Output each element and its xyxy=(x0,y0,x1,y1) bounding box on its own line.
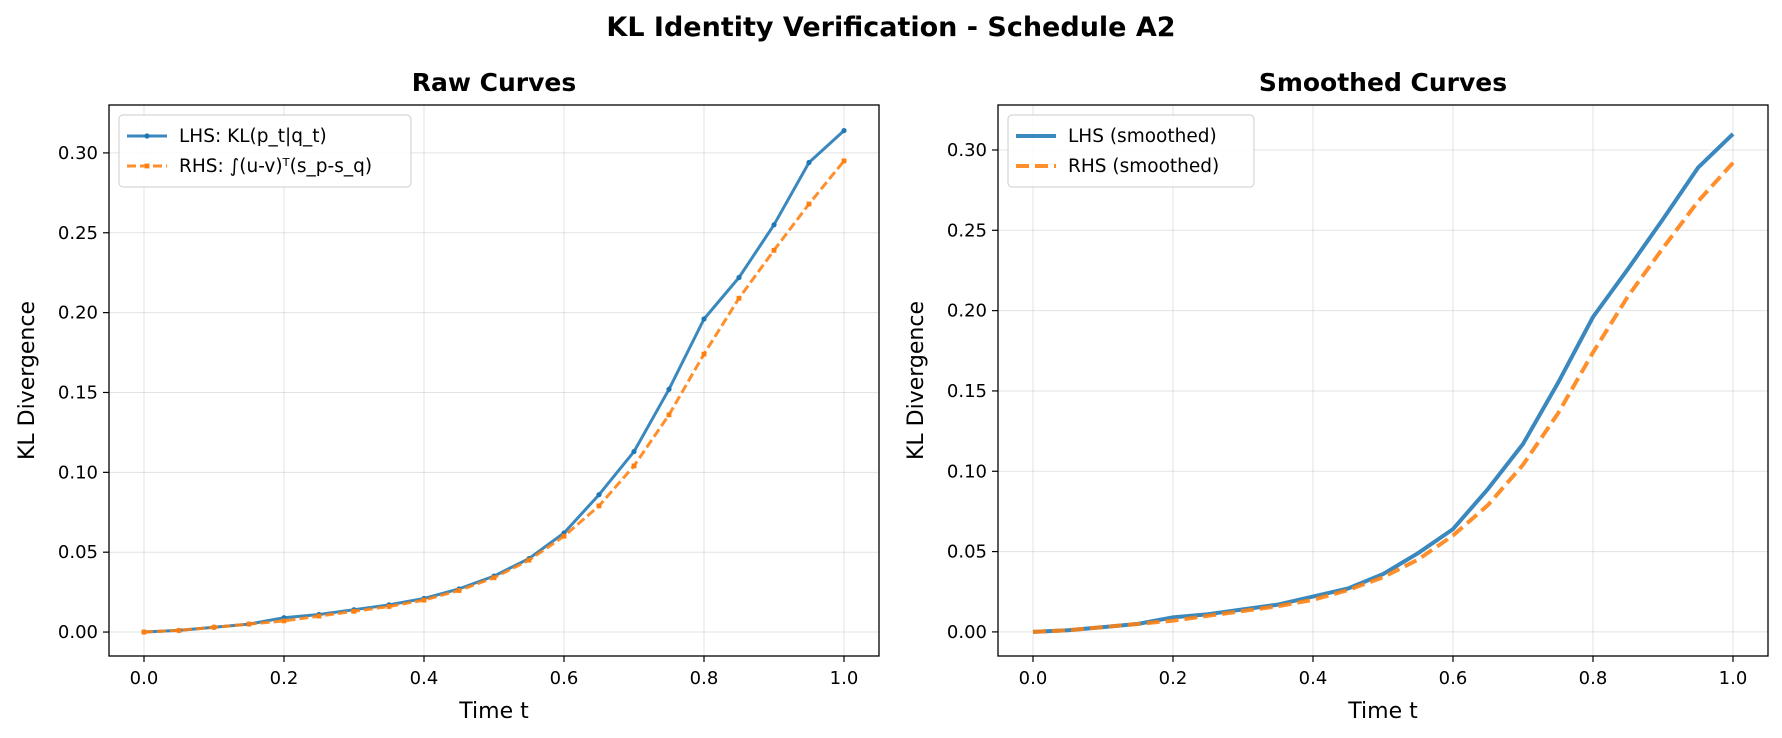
raw-y-tick-label-6: 0.30 xyxy=(58,143,98,164)
raw-series-1-point-20 xyxy=(841,158,847,164)
raw-series-1-point-17 xyxy=(736,295,742,301)
smoothed-y-tick-label-5: 0.25 xyxy=(947,220,987,241)
smoothed-legend-label-0: LHS (smoothed) xyxy=(1068,126,1217,147)
raw-series-1-point-14 xyxy=(631,463,637,469)
smoothed-panel-title: Smoothed Curves xyxy=(1259,68,1507,97)
raw-series-1-point-5 xyxy=(316,613,322,619)
raw-series-0-point-17 xyxy=(736,274,742,281)
raw-x-tick-label-2: 0.4 xyxy=(410,668,439,689)
raw-x-tick-label-4: 0.8 xyxy=(690,668,719,689)
raw-series-0-point-15 xyxy=(666,386,672,392)
raw-y-tick-label-2: 0.10 xyxy=(58,462,98,483)
smoothed-legend-label-1: RHS (smoothed) xyxy=(1068,156,1219,177)
raw-y-tick-label-0: 0.00 xyxy=(58,622,98,643)
raw-series-1-point-3 xyxy=(246,621,252,627)
raw-series-1-point-0 xyxy=(141,629,147,635)
raw-series-1-point-6 xyxy=(351,608,357,614)
raw-plot-area xyxy=(109,105,879,656)
raw-series-1-point-1 xyxy=(176,628,182,633)
smoothed-plot-area xyxy=(998,105,1768,656)
figure-title: KL Identity Verification - Schedule A2 xyxy=(606,12,1175,43)
raw-series-0-point-19 xyxy=(806,159,812,166)
raw-series-1-point-13 xyxy=(596,503,602,509)
raw-series-1-point-15 xyxy=(666,412,672,418)
smoothed-x-axis-label: Time t xyxy=(1347,699,1418,724)
raw-y-tick-label-5: 0.25 xyxy=(58,223,98,244)
raw-curves-panel: 0.0 0.2 0.4 0.6 0.8 1.0 0.00 0.05 0.10 0.15 0.20 0.… xyxy=(15,68,880,724)
raw-series-1-point-12 xyxy=(561,533,567,539)
smoothed-curves-panel: 0.0 0.2 0.4 0.6 0.8 1.0 0.00 0.05 0.10 0.15 0.20 0.… xyxy=(904,68,1769,724)
smoothed-x-tick-label-1: 0.2 xyxy=(1159,668,1188,689)
smoothed-axes-frame xyxy=(997,104,1769,657)
smoothed-y-tick-label-0: 0.00 xyxy=(947,622,987,643)
raw-x-tick-label-1: 0.2 xyxy=(270,668,299,689)
raw-series-1-point-4 xyxy=(281,618,287,624)
raw-axes-frame xyxy=(108,104,880,657)
smoothed-x-tick-label-0: 0.0 xyxy=(1019,668,1048,689)
raw-series-1-point-19 xyxy=(806,201,812,207)
raw-legend-label-0: LHS: KL(p_t|q_t) xyxy=(179,126,327,147)
raw-legend-marker-1 xyxy=(144,163,150,169)
raw-x-axis-label: Time t xyxy=(458,699,529,724)
raw-panel-title: Raw Curves xyxy=(412,68,577,97)
raw-series-1-point-7 xyxy=(386,604,392,609)
raw-series-0-point-14 xyxy=(631,448,637,455)
raw-x-tick-label-5: 1.0 xyxy=(830,668,859,689)
smoothed-legend xyxy=(1007,114,1255,188)
smoothed-y-tick-label-6: 0.30 xyxy=(947,140,987,161)
smoothed-series-1-line xyxy=(1032,161,1735,634)
raw-series-0-point-16 xyxy=(701,316,707,322)
smoothed-y-tick-label-1: 0.05 xyxy=(947,542,987,563)
raw-series-0-point-20 xyxy=(841,127,847,134)
smoothed-y-tick-label-4: 0.20 xyxy=(947,301,987,322)
raw-legend-label-1: RHS: ∫(u-v)ᵀ(s_p-s_q) xyxy=(179,156,372,177)
smoothed-y-tick-label-2: 0.10 xyxy=(947,461,987,482)
raw-legend xyxy=(118,114,412,188)
raw-series-1-point-10 xyxy=(491,575,497,581)
raw-series-0-point-18 xyxy=(771,222,777,228)
raw-y-axis-label: KL Divergence xyxy=(15,301,40,460)
raw-x-tick-label-0: 0.0 xyxy=(130,668,159,689)
smoothed-x-tick-label-4: 0.8 xyxy=(1579,668,1608,689)
raw-y-tick-label-3: 0.15 xyxy=(58,382,98,403)
smoothed-x-tick-label-3: 0.6 xyxy=(1439,668,1468,689)
raw-legend-marker-0 xyxy=(144,133,150,139)
smoothed-y-tick-label-3: 0.15 xyxy=(947,381,987,402)
raw-series-1-point-18 xyxy=(771,247,777,253)
raw-series-0-point-13 xyxy=(596,492,602,498)
raw-y-tick-label-1: 0.05 xyxy=(58,542,98,563)
smoothed-x-tick-label-5: 1.0 xyxy=(1719,668,1748,689)
smoothed-y-axis-label: KL Divergence xyxy=(904,301,929,460)
smoothed-x-tick-label-2: 0.4 xyxy=(1299,668,1328,689)
raw-series-1-point-16 xyxy=(701,351,707,357)
raw-series-1-point-11 xyxy=(526,557,532,563)
raw-x-tick-label-3: 0.6 xyxy=(550,668,579,689)
raw-series-1-point-9 xyxy=(456,588,462,593)
raw-series-1-point-2 xyxy=(211,624,217,630)
raw-series-1-point-8 xyxy=(421,597,427,603)
raw-y-tick-label-4: 0.20 xyxy=(58,303,98,324)
